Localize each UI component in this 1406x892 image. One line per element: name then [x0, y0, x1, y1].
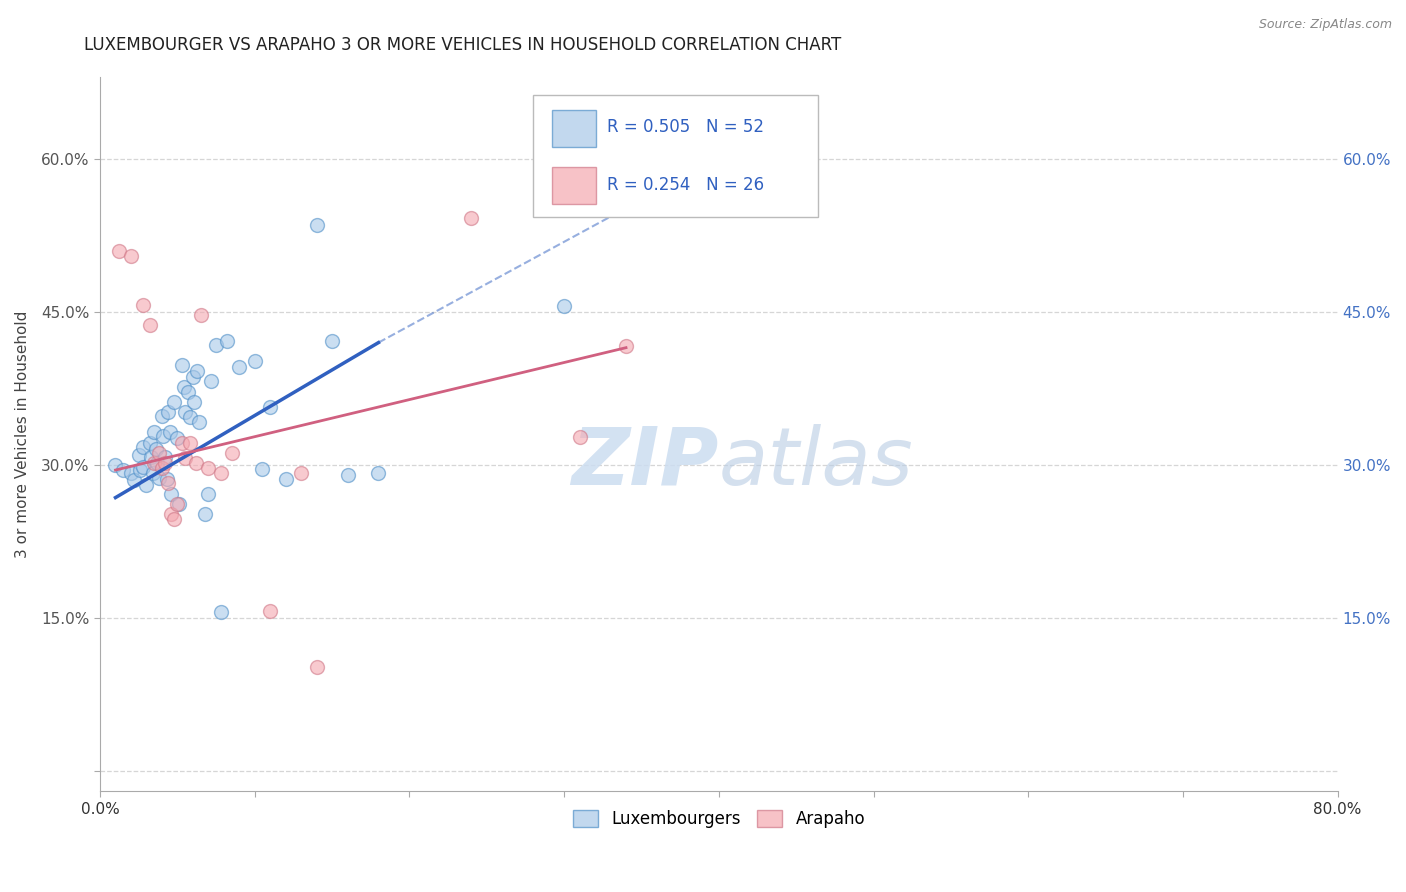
Arapaho — [153, 456, 176, 470]
Arapaho — [568, 430, 591, 444]
Luxembourgers — [132, 460, 155, 475]
Luxembourgers — [148, 471, 170, 485]
Luxembourgers — [143, 425, 166, 440]
FancyBboxPatch shape — [533, 95, 818, 217]
Luxembourgers — [181, 370, 204, 384]
Arapaho — [305, 660, 328, 674]
Luxembourgers — [583, 172, 606, 186]
Luxembourgers — [274, 472, 297, 486]
Luxembourgers — [205, 337, 228, 351]
Arapaho — [166, 497, 188, 511]
Luxembourgers — [139, 450, 162, 464]
Arapaho — [190, 308, 212, 322]
Luxembourgers — [153, 450, 176, 464]
Luxembourgers — [132, 440, 155, 454]
Luxembourgers — [138, 435, 160, 450]
Luxembourgers — [228, 359, 250, 374]
Arapaho — [614, 338, 637, 352]
Luxembourgers — [152, 429, 174, 443]
Luxembourgers — [128, 448, 150, 462]
Luxembourgers — [553, 299, 575, 313]
Luxembourgers — [186, 364, 208, 378]
Arapaho — [138, 318, 160, 333]
Luxembourgers — [174, 405, 197, 419]
Arapaho — [163, 512, 186, 526]
Luxembourgers — [367, 466, 389, 480]
Arapaho — [160, 507, 183, 521]
Luxembourgers — [336, 468, 359, 483]
Luxembourgers — [120, 466, 142, 480]
Luxembourgers — [200, 375, 222, 389]
Arapaho — [197, 461, 219, 475]
Arapaho — [143, 456, 166, 470]
Arapaho — [209, 466, 232, 480]
Luxembourgers — [215, 334, 238, 348]
FancyBboxPatch shape — [551, 110, 596, 146]
Luxembourgers — [321, 334, 343, 348]
Luxembourgers — [146, 456, 169, 470]
Luxembourgers — [159, 425, 181, 440]
Luxembourgers — [197, 486, 219, 500]
Luxembourgers — [252, 462, 274, 476]
Text: LUXEMBOURGER VS ARAPAHO 3 OR MORE VEHICLES IN HOUSEHOLD CORRELATION CHART: LUXEMBOURGER VS ARAPAHO 3 OR MORE VEHICL… — [84, 36, 842, 54]
Arapaho — [184, 456, 207, 470]
Luxembourgers — [166, 432, 188, 446]
Luxembourgers — [177, 384, 200, 399]
Text: R = 0.505   N = 52: R = 0.505 N = 52 — [607, 119, 765, 136]
Luxembourgers — [167, 497, 190, 511]
Y-axis label: 3 or more Vehicles in Household: 3 or more Vehicles in Household — [15, 310, 30, 558]
Luxembourgers — [157, 405, 180, 419]
Arapaho — [132, 298, 155, 312]
Luxembourgers — [160, 486, 183, 500]
Luxembourgers — [305, 219, 328, 233]
Arapaho — [150, 461, 173, 475]
Luxembourgers — [135, 478, 157, 492]
Luxembourgers — [122, 473, 145, 487]
Luxembourgers — [188, 415, 211, 429]
Text: ZIP: ZIP — [571, 424, 718, 502]
Luxembourgers — [259, 400, 281, 414]
Luxembourgers — [145, 442, 167, 456]
Luxembourgers — [209, 605, 232, 619]
Luxembourgers — [183, 394, 205, 409]
Arapaho — [290, 466, 312, 480]
Arapaho — [179, 435, 201, 450]
Luxembourgers — [150, 409, 173, 423]
Luxembourgers — [155, 472, 177, 486]
FancyBboxPatch shape — [551, 167, 596, 203]
Luxembourgers — [104, 458, 127, 472]
Text: Source: ZipAtlas.com: Source: ZipAtlas.com — [1258, 18, 1392, 31]
Arapaho — [460, 211, 482, 226]
Luxembourgers — [243, 354, 266, 368]
Arapaho — [148, 446, 170, 460]
Arapaho — [174, 450, 197, 465]
Arapaho — [107, 244, 129, 258]
Luxembourgers — [170, 358, 193, 372]
Luxembourgers — [129, 463, 152, 477]
Legend: Luxembourgers, Arapaho: Luxembourgers, Arapaho — [567, 803, 872, 834]
Text: atlas: atlas — [718, 424, 914, 502]
Luxembourgers — [173, 380, 195, 394]
Arapaho — [120, 249, 142, 263]
Arapaho — [170, 435, 193, 450]
Luxembourgers — [142, 466, 165, 480]
Arapaho — [221, 446, 243, 460]
Luxembourgers — [112, 463, 135, 477]
Luxembourgers — [163, 394, 186, 409]
Arapaho — [259, 604, 281, 618]
Luxembourgers — [194, 507, 217, 521]
Text: R = 0.254   N = 26: R = 0.254 N = 26 — [607, 176, 765, 194]
Arapaho — [157, 476, 180, 491]
Luxembourgers — [179, 410, 201, 425]
